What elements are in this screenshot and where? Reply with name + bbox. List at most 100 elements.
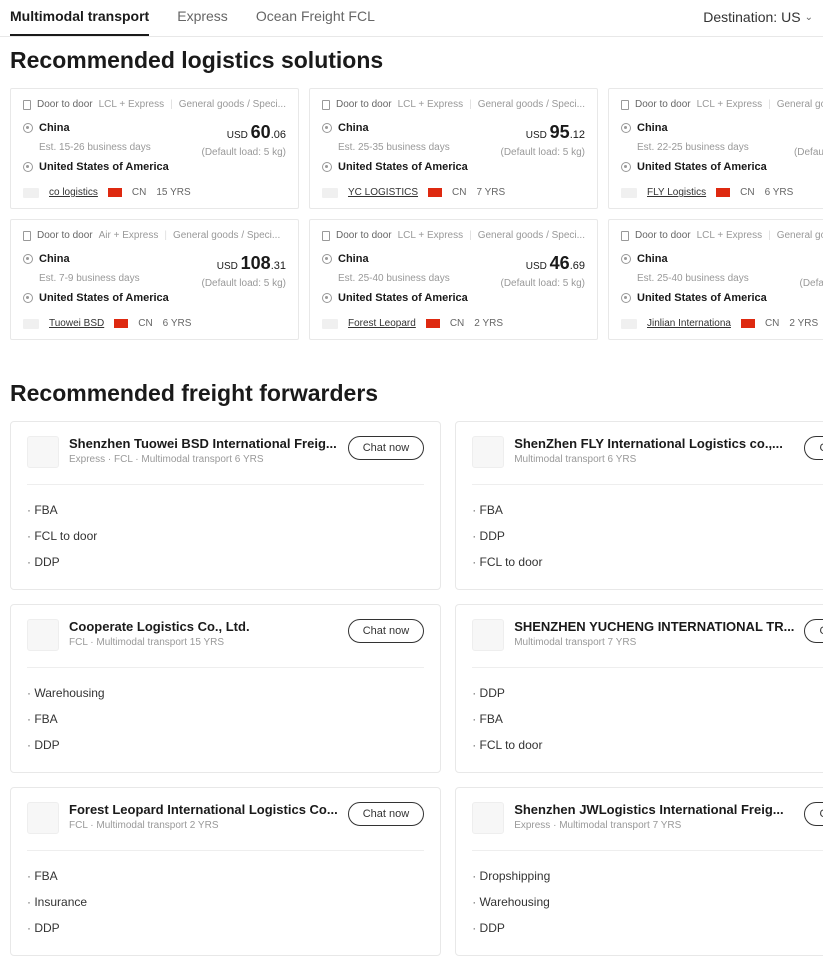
default-load: (Default load: 5 kg) (202, 278, 287, 289)
chevron-down-icon: ⌄ (805, 12, 813, 23)
dest-country: United States of America (338, 292, 468, 304)
solution-card[interactable]: Door to door LCL + Express | General goo… (608, 219, 823, 340)
tabs: Multimodal transport Express Ocean Freight… (10, 8, 375, 36)
flag-icon (428, 188, 442, 197)
forwarder-logo (472, 802, 504, 834)
forwarder-name[interactable]: ShenZhen FLY International Logistics co.… (514, 436, 794, 451)
forwarder-meta: Multimodal transport 6 YRS (514, 454, 794, 465)
chat-now-button[interactable]: Chat now (348, 802, 424, 826)
estimate-text: Est. 22-25 business days (637, 142, 767, 153)
price: USD 95.12 (501, 122, 586, 143)
flag-icon (426, 319, 440, 328)
solution-card[interactable]: Door to door LCL + Express | General goo… (309, 219, 598, 340)
feature-item: Warehousing (472, 889, 823, 915)
document-icon (322, 100, 330, 110)
chat-now-button[interactable]: Chat now (348, 619, 424, 643)
forwarder-card: SHENZHEN YUCHENG INTERNATIONAL TR... Mul… (455, 604, 823, 773)
forwarder-meta: Multimodal transport 7 YRS (514, 637, 794, 648)
country-code: CN (740, 187, 754, 198)
country-code: CN (138, 318, 152, 329)
origin-pin-icon (621, 254, 631, 264)
vendor-logo (322, 319, 338, 329)
feature-item: DDP (27, 549, 424, 575)
shipping-mode: Air + Express (99, 230, 159, 241)
delivery-type: Door to door (37, 99, 93, 110)
shipping-mode: LCL + Express (398, 230, 464, 241)
estimate-text: Est. 15-26 business days (39, 142, 169, 153)
chat-now-button[interactable]: Chat now (804, 802, 823, 826)
feature-item: FBA (27, 706, 424, 732)
chat-now-button[interactable]: Chat now (804, 619, 823, 643)
chat-now-button[interactable]: Chat now (348, 436, 424, 460)
dest-pin-icon (322, 162, 332, 172)
forwarder-name[interactable]: Shenzhen JWLogistics International Freig… (514, 802, 794, 817)
default-load: (Default load: 5 kg) (501, 147, 586, 158)
delivery-type: Door to door (336, 230, 392, 241)
dest-country: United States of America (637, 292, 767, 304)
goods-type: General goods / Speci... (478, 99, 585, 110)
forwarder-name[interactable]: Forest Leopard International Logistics C… (69, 802, 338, 817)
years-badge: 2 YRS (474, 318, 503, 329)
origin-country: China (39, 122, 70, 134)
dest-country: United States of America (39, 161, 169, 173)
dest-pin-icon (621, 162, 631, 172)
tab-1[interactable]: Express (177, 8, 228, 36)
dest-pin-icon (621, 293, 631, 303)
price: USD 60.06 (202, 122, 287, 143)
origin-pin-icon (621, 123, 631, 133)
chat-now-button[interactable]: Chat now (804, 436, 823, 460)
solution-card[interactable]: Door to door LCL + Express | General goo… (608, 88, 823, 209)
shipping-mode: LCL + Express (697, 99, 763, 110)
dest-pin-icon (23, 293, 33, 303)
forwarder-meta: FCL · Multimodal transport 2 YRS (69, 820, 338, 831)
feature-item: FCL to door (27, 523, 424, 549)
flag-icon (716, 188, 730, 197)
default-load: (Default load: 5 kg) (501, 278, 586, 289)
document-icon (621, 100, 629, 110)
vendor-link[interactable]: FLY Logistics (647, 187, 706, 198)
forwarder-name[interactable]: Cooperate Logistics Co., Ltd. (69, 619, 338, 634)
forwarder-name[interactable]: SHENZHEN YUCHENG INTERNATIONAL TR... (514, 619, 794, 634)
vendor-logo (621, 188, 637, 198)
vendor-logo (23, 319, 39, 329)
estimate-text: Est. 25-35 business days (338, 142, 468, 153)
section-title-forwarders: Recommended freight forwarders (0, 370, 823, 421)
dest-country: United States of America (39, 292, 169, 304)
years-badge: 2 YRS (789, 318, 818, 329)
goods-type: General goods / Speci... (173, 230, 280, 241)
delivery-type: Door to door (37, 230, 93, 241)
tab-0[interactable]: Multimodal transport (10, 8, 149, 36)
feature-item: Dropshipping (472, 863, 823, 889)
dest-pin-icon (23, 162, 33, 172)
goods-type: General goods / Speci... (478, 230, 585, 241)
destination-label: Destination: (703, 9, 777, 25)
feature-item: DDP (27, 732, 424, 758)
shipping-mode: LCL + Express (99, 99, 165, 110)
vendor-link[interactable]: co logistics (49, 187, 98, 198)
document-icon (23, 100, 31, 110)
tab-2[interactable]: Ocean Freight FCL (256, 8, 375, 36)
country-code: CN (132, 187, 146, 198)
forwarder-logo (472, 436, 504, 468)
forwarders-grid: Shenzhen Tuowei BSD International Freig.… (0, 421, 823, 976)
flag-icon (741, 319, 755, 328)
goods-type: General goods / Speci... (777, 230, 823, 241)
origin-country: China (338, 253, 369, 265)
feature-item: FBA (27, 497, 424, 523)
solution-card[interactable]: Door to door LCL + Express | General goo… (309, 88, 598, 209)
feature-list: DropshippingWarehousingDDP (472, 850, 823, 941)
destination-selector[interactable]: Destination: US ⌄ (703, 9, 813, 35)
vendor-logo (322, 188, 338, 198)
vendor-link[interactable]: Jinlian Internationa (647, 318, 731, 329)
vendor-link[interactable]: Tuowei BSD (49, 318, 104, 329)
solution-card[interactable]: Door to door LCL + Express | General goo… (10, 88, 299, 209)
solution-card[interactable]: Door to door Air + Express | General goo… (10, 219, 299, 340)
flag-icon (114, 319, 128, 328)
origin-country: China (39, 253, 70, 265)
forwarder-name[interactable]: Shenzhen Tuowei BSD International Freig.… (69, 436, 338, 451)
vendor-link[interactable]: Forest Leopard (348, 318, 416, 329)
vendor-link[interactable]: YC LOGISTICS (348, 187, 418, 198)
feature-item: DDP (472, 680, 823, 706)
estimate-text: Est. 7-9 business days (39, 273, 169, 284)
document-icon (23, 231, 31, 241)
